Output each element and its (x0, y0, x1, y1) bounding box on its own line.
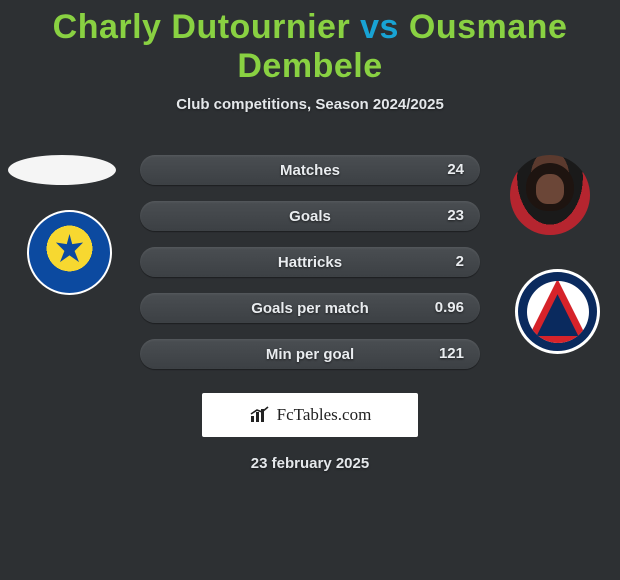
comparison-area: Matches 24 Goals 23 Hattricks 2 Goals per matc… (0, 155, 620, 385)
stat-label: Hattricks (278, 254, 342, 271)
stat-value-right: 23 (447, 201, 464, 231)
player1-avatar (8, 155, 116, 185)
stat-row: Goals 23 (140, 201, 480, 231)
stat-value-right: 121 (439, 339, 464, 369)
stats-table: Matches 24 Goals 23 Hattricks 2 Goals per matc… (140, 155, 480, 385)
date-label: 23 february 2025 (0, 455, 620, 472)
player1-name: Charly Dutournier (53, 8, 351, 46)
stat-row: Matches 24 (140, 155, 480, 185)
stat-row: Hattricks 2 (140, 247, 480, 277)
watermark-text: FcTables.com (277, 405, 372, 425)
stat-label: Goals (289, 208, 331, 225)
psg-badge-inner (527, 281, 589, 343)
stat-row: Goals per match 0.96 (140, 293, 480, 323)
stat-label: Matches (280, 162, 340, 179)
player1-club-badge (27, 210, 112, 295)
stat-value-right: 24 (447, 155, 464, 185)
player2-club-badge (515, 269, 600, 354)
chart-icon (249, 406, 271, 424)
player2-avatar (510, 155, 590, 235)
stat-value-right: 2 (456, 247, 464, 277)
stat-value-right: 0.96 (435, 293, 464, 323)
stat-label: Goals per match (251, 300, 369, 317)
vs-separator: vs (350, 8, 409, 46)
watermark: FcTables.com (202, 393, 418, 437)
page-title: Charly Dutournier vs Ousmane Dembele (0, 0, 620, 86)
stat-label: Min per goal (266, 346, 354, 363)
stat-row: Min per goal 121 (140, 339, 480, 369)
subtitle: Club competitions, Season 2024/2025 (0, 96, 620, 113)
